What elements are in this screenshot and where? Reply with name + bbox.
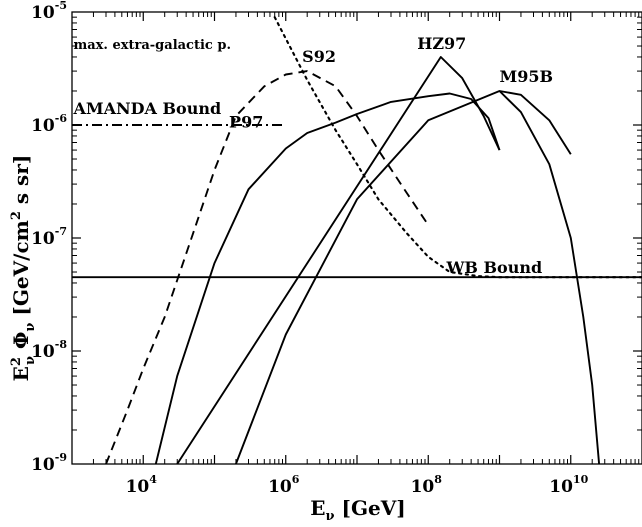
annotation-hz97: HZ97 [417,34,466,53]
x-tick-label: 1010 [549,473,588,497]
y-tick-label: 10-7 [31,225,67,249]
series-m95b [235,90,572,465]
series-p97 [154,92,501,465]
x-tick-label: 106 [268,473,300,497]
y-tick-label: 10-6 [31,112,67,136]
x-axis-label: Eν [GeV] [310,496,406,524]
annotation-amanda-bound: AMANDA Bound [73,99,222,118]
y-tick-label: 10-9 [31,451,67,475]
series-hz97 [176,56,501,465]
annotations-layer: S92 HZ97 M95B P97 AMANDA Bound max. extra-gal… [73,34,553,277]
y-tick-label: 10-8 [31,338,67,362]
y-axis-label: E2ν Φν [GeV/cm2 s sr] [9,155,38,382]
ticks-layer: 104 106 108 1010 10-9 10-8 10-7 10-6 10-5 [31,0,642,497]
series-s92 [105,70,430,465]
x-tick-label: 104 [126,473,158,497]
annotation-m95b: M95B [500,67,554,86]
plot-frame [71,11,642,465]
curves-layer [72,16,642,465]
annotation-p97: P97 [229,113,263,132]
x-tick-label: 108 [411,473,443,497]
annotation-s92: S92 [302,47,336,66]
series-curve-7 [498,90,601,465]
annotation-max-extra-galactic-p: max. extra-galactic p. [74,38,231,53]
annotation-wb-bound: WB Bound [445,258,542,277]
y-tick-label: 10-5 [31,0,67,23]
